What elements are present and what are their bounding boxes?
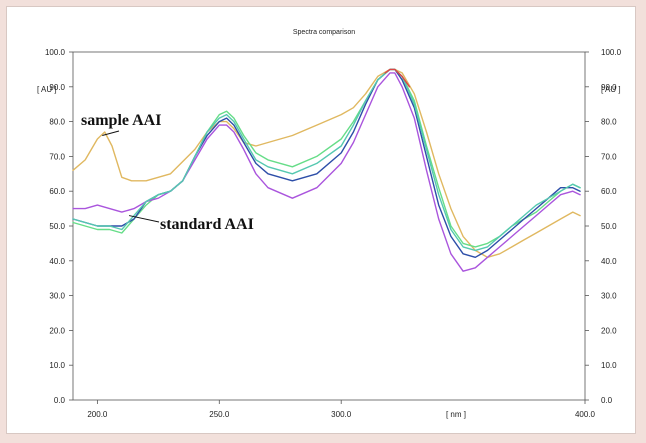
x-tick-label: 400.0	[575, 410, 596, 419]
series-line-1	[72, 68, 581, 259]
plot-area	[72, 51, 586, 401]
x-tick-label: 300.0	[331, 410, 352, 419]
y-tick-label-left: 40.0	[49, 257, 65, 266]
series-line-5	[72, 68, 581, 252]
annotation-label: standard AAI	[160, 216, 254, 233]
y-tick-label-right: 80.0	[601, 118, 617, 127]
y-tick-label-right: 50.0	[601, 222, 617, 231]
y-tick-label-left: 90.0	[49, 83, 65, 92]
annotation-label: sample AAI	[81, 112, 161, 129]
x-tick-label: 200.0	[87, 410, 108, 419]
chart-svg: Spectra comparison [ AU ] [ AU ] [ nm ] …	[37, 29, 622, 419]
series-line-6	[384, 68, 411, 88]
series-line-4	[72, 72, 581, 272]
y-tick-label-right: 100.0	[601, 48, 622, 57]
annotations-layer: sample AAI standard AAI	[81, 112, 254, 233]
y-tick-label-left: 20.0	[49, 326, 65, 335]
y-tick-label-left: 80.0	[49, 118, 65, 127]
y-tick-label-right: 0.0	[601, 396, 613, 405]
y-tick-label-right: 20.0	[601, 326, 617, 335]
y-tick-label-right: 10.0	[601, 361, 617, 370]
y-axis-label-right: [ AU ]	[601, 85, 621, 94]
y-tick-label-right: 30.0	[601, 292, 617, 301]
annotation-pointer	[128, 215, 160, 223]
y-tick-label-right: 40.0	[601, 257, 617, 266]
y-tick-label-left: 50.0	[49, 222, 65, 231]
chart-title: Spectra comparison	[293, 29, 355, 36]
y-tick-label-left: 60.0	[49, 187, 65, 196]
y-tick-label-left: 10.0	[49, 361, 65, 370]
x-tick-label: 250.0	[209, 410, 230, 419]
series-layer	[72, 68, 581, 272]
y-tick-label-left: 0.0	[54, 396, 66, 405]
y-tick-label-left: 100.0	[45, 48, 66, 57]
y-tick-label-left: 70.0	[49, 152, 65, 161]
series-line-3	[72, 68, 581, 259]
y-tick-label-right: 60.0	[601, 187, 617, 196]
y-tick-label-right: 90.0	[601, 83, 617, 92]
x-axis-label: [ nm ]	[446, 410, 466, 419]
y-tick-label-right: 70.0	[601, 152, 617, 161]
chart-frame: Spectra comparison [ AU ] [ AU ] [ nm ] …	[6, 6, 636, 434]
y-axis-label-left: [ AU ]	[37, 85, 57, 94]
ticks-layer: 0.0 0.0 10.0 10.0 20.0 20.0 30.0 30.0 40.0 40.0 50…	[45, 48, 622, 419]
y-tick-label-left: 30.0	[49, 292, 65, 301]
annotation-pointer	[102, 130, 120, 137]
